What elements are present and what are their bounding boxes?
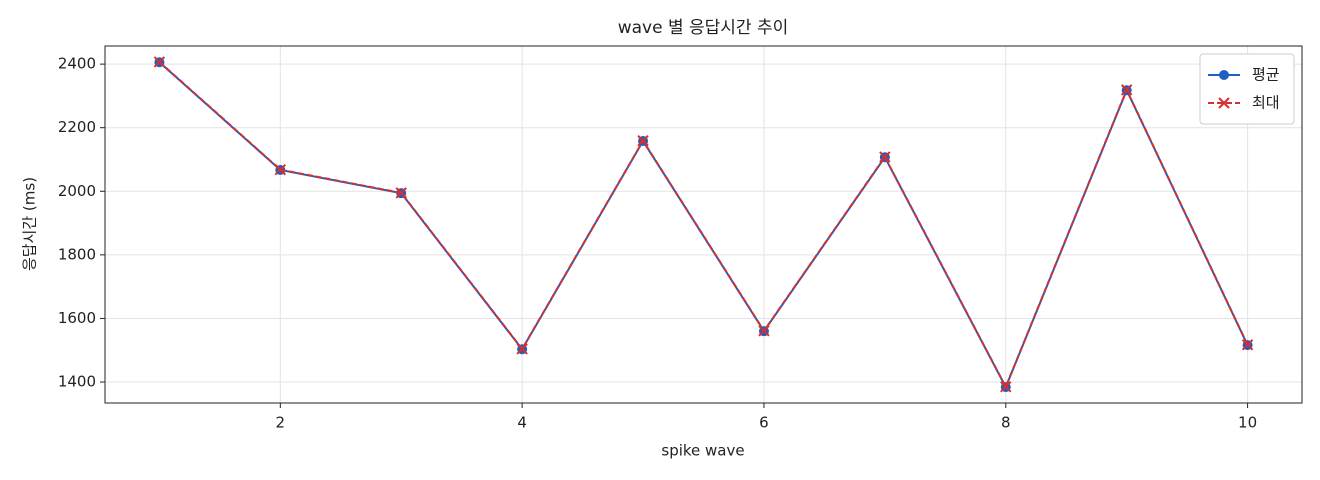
y-axis-label: 응답시간 (ms) [21,177,39,271]
marker [153,56,166,68]
x-tick-label: 10 [1238,414,1257,432]
x-tick-label: 8 [1001,414,1011,432]
marker [1241,339,1254,351]
legend-label: 최대 [1252,94,1280,112]
plot-frame [104,45,1303,404]
marker [758,325,770,337]
legend-marker [1219,70,1229,80]
marker [1120,84,1133,96]
marker [395,187,407,199]
x-axis-label: spike wave [661,442,744,460]
plot [153,56,1254,393]
x-tick-label: 2 [276,414,286,432]
legend-box [1199,53,1295,125]
marker [274,163,287,176]
y-tick-label: 1800 [58,245,96,263]
y-tick-label: 2200 [58,118,96,136]
series-line [158,61,1249,390]
marker [879,151,891,163]
legend-label: 평균 [1252,66,1280,84]
y-tick-label: 1400 [58,373,96,391]
marker [516,343,528,355]
marker [1000,381,1012,393]
x-tick-label: 6 [759,414,769,432]
legend-marker [1218,97,1230,109]
chart-title: wave 별 응답시간 추이 [618,18,789,38]
x-tick-label: 4 [517,414,527,432]
y-tick-label: 2400 [58,55,96,73]
marker [637,135,649,147]
series-line [158,61,1249,390]
y-tick-label: 2000 [58,182,96,200]
y-tick-label: 1600 [58,309,96,327]
